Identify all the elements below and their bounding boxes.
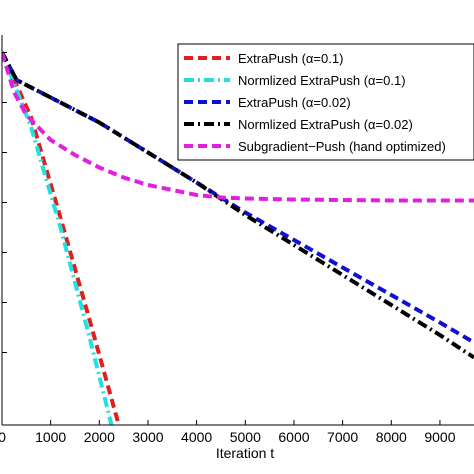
- series-layer: [2, 51, 474, 425]
- series-line-2: [2, 51, 114, 425]
- legend: ExtraPush (α=0.1) Normlized ExtraPush (α=…: [177, 43, 474, 161]
- series-line-5: [2, 51, 474, 203]
- x-tick-label: 7000: [327, 429, 358, 445]
- legend-label-2: Normlized ExtraPush (α=0.1): [238, 73, 406, 88]
- x-tick-label: 8000: [376, 429, 407, 445]
- x-tick-label: 9000: [424, 429, 455, 445]
- axes-layer: 0 1000 2000 3000 4000 5000 6000 7000 8000 9000: [0, 35, 474, 445]
- x-tick-label: 5000: [230, 429, 261, 445]
- x-tick-label: 2000: [84, 429, 115, 445]
- x-tick-label: 6000: [278, 429, 309, 445]
- series-line-1: [2, 51, 121, 425]
- x-tick-label: 4000: [181, 429, 212, 445]
- x-axis-label: Iteration t: [216, 445, 274, 461]
- legend-label-3: ExtraPush (α=0.02): [238, 95, 351, 110]
- x-tick-label: 1000: [35, 429, 66, 445]
- legend-label-1: ExtraPush (α=0.1): [238, 51, 343, 66]
- x-tick-label: 3000: [132, 429, 163, 445]
- legend-label-4: Normlized ExtraPush (α=0.02): [238, 117, 413, 132]
- legend-label-5: Subgradient−Push (hand optimized): [238, 139, 446, 154]
- x-tick-label: 0: [0, 429, 6, 445]
